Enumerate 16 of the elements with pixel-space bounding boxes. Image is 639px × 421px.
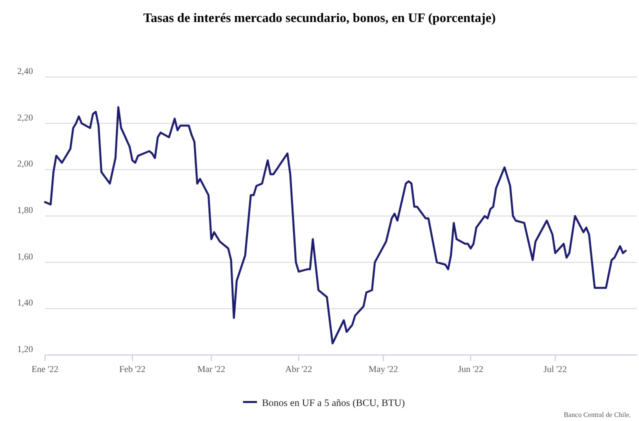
x-tick-label: Feb '22 <box>119 364 146 374</box>
legend-label: Bonos en UF a 5 años (BCU, BTU) <box>262 398 405 409</box>
y-tick-label: 2,40 <box>17 66 34 76</box>
x-tick-label: Jul '22 <box>544 364 567 374</box>
chart-title: Tasas de interés mercado secundario, bonos, en UF (porcentaje) <box>143 10 496 25</box>
y-tick-label: 1,20 <box>17 344 34 354</box>
y-tick-label: 2,00 <box>17 158 34 169</box>
y-tick-label: 1,40 <box>17 298 34 308</box>
x-tick-label: Jun '22 <box>458 364 484 374</box>
x-tick-label: Abr '22 <box>285 364 312 374</box>
x-tick-label: May '22 <box>368 364 398 374</box>
y-tick-label: 2,20 <box>17 112 34 122</box>
y-tick-label: 1,60 <box>17 251 34 262</box>
y-tick-label: 1,80 <box>17 205 34 215</box>
x-tick-label: Ene '22 <box>32 364 58 374</box>
x-tick-label: Mar '22 <box>197 364 226 374</box>
